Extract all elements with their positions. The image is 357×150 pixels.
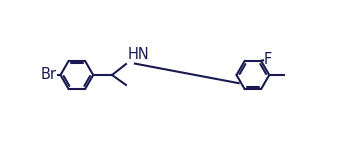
Text: Br: Br xyxy=(41,68,56,82)
Text: HN: HN xyxy=(127,47,149,62)
Text: F: F xyxy=(264,52,272,67)
